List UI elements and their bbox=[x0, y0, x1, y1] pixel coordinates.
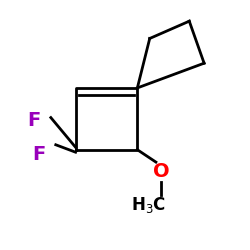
Text: F: F bbox=[32, 145, 45, 164]
Text: F: F bbox=[27, 110, 40, 130]
Text: O: O bbox=[152, 162, 169, 182]
Text: H$_3$C: H$_3$C bbox=[131, 195, 166, 215]
